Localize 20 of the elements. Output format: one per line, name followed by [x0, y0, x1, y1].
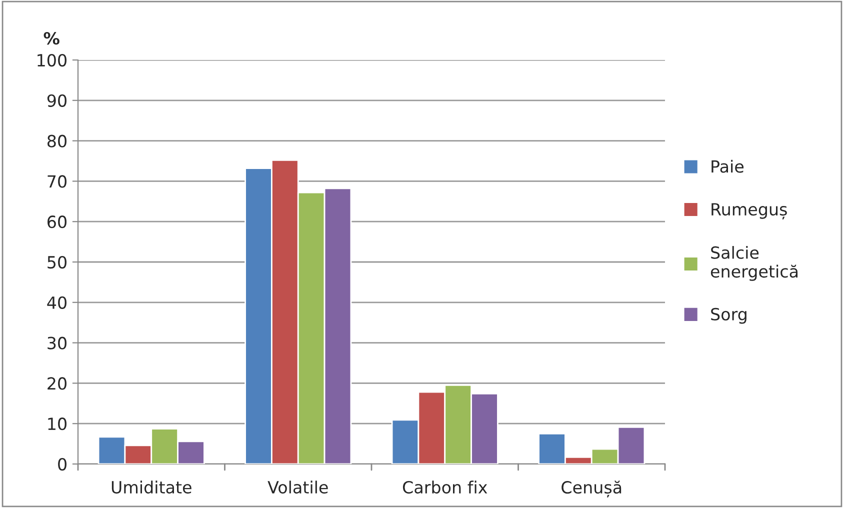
y-tick-label: 40: [47, 296, 66, 309]
y-tick-label: 30: [48, 336, 66, 350]
y-tick-label: 10: [48, 418, 66, 430]
y-tick-label: 50: [48, 256, 66, 269]
y-tick-label: 70: [48, 175, 66, 188]
y-tick-label: 60: [48, 216, 66, 228]
x-tick-label: Umiditate: [112, 480, 192, 494]
y-tick-label: 20: [48, 377, 66, 390]
y-tick-label: 90: [47, 94, 66, 107]
legend-label: Sorg: [711, 308, 746, 324]
y-tick-label: 0: [58, 458, 66, 471]
y-axis-title: %: [44, 32, 60, 45]
x-tick-label: Carbon fix: [402, 480, 488, 494]
y-tick-label: 80: [48, 134, 66, 148]
x-tick-label: Volatile: [268, 480, 328, 494]
x-tick-label: Cenușă: [562, 480, 622, 498]
legend-label: Rumeguș: [712, 203, 787, 220]
y-tick-label: 100: [38, 54, 66, 67]
legend-label: Salcie energetică: [710, 246, 798, 281]
legend-label: Paie: [712, 160, 744, 173]
